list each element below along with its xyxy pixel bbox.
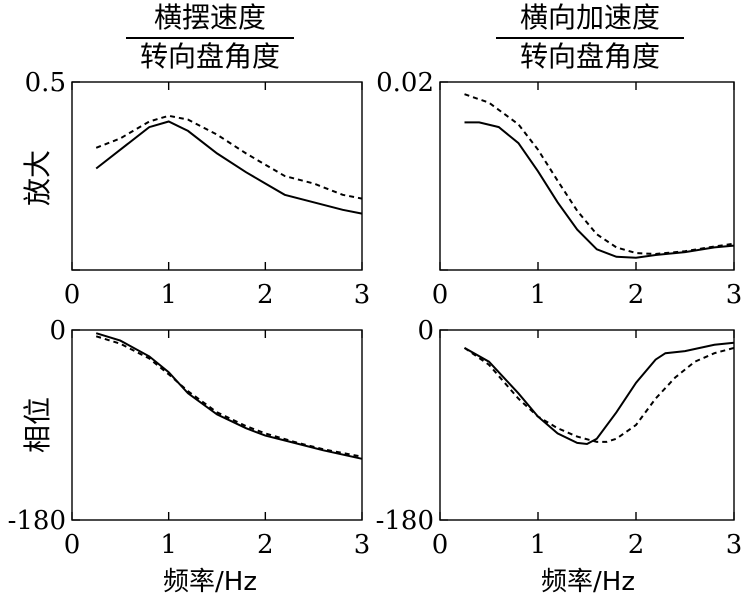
row-label-magnitude: 放大 bbox=[21, 150, 54, 206]
x-tick-label: 1 bbox=[160, 280, 177, 310]
series-line-solid bbox=[95, 120, 363, 215]
x-tick-label: 1 bbox=[160, 530, 177, 560]
plot-frame bbox=[439, 81, 735, 271]
col2-title-denominator: 转向盘角度 bbox=[520, 40, 660, 73]
x-tick-label: 3 bbox=[354, 280, 371, 310]
y-tick-label: -180 bbox=[8, 506, 66, 536]
series-line-solid bbox=[95, 332, 363, 460]
series-line-solid bbox=[464, 121, 735, 259]
xlabel-left: 频率/Hz bbox=[163, 567, 257, 597]
x-tick-label: 0 bbox=[64, 530, 81, 560]
plot-frame bbox=[71, 329, 363, 521]
x-tick-label: 3 bbox=[726, 280, 742, 310]
col1-title-numerator: 横摆速度 bbox=[154, 1, 266, 34]
x-tick-label: 1 bbox=[530, 530, 547, 560]
series-line-dashed bbox=[95, 335, 363, 458]
panel-bottom-left: 0 1 2 30-180 bbox=[8, 316, 371, 560]
x-tick-label: 2 bbox=[628, 280, 645, 310]
col1-title-denominator: 转向盘角度 bbox=[140, 40, 280, 73]
plot-frame bbox=[439, 329, 735, 521]
series-line-dashed bbox=[463, 346, 735, 443]
x-tick-label: 2 bbox=[628, 530, 645, 560]
series-line-solid bbox=[464, 341, 735, 446]
y-tick-label: 0 bbox=[417, 316, 434, 346]
y-tick-label: -180 bbox=[376, 506, 434, 536]
panel-top-left: 0 1 2 3 0.5 bbox=[25, 68, 371, 310]
col2-title-numerator: 横向加速度 bbox=[520, 1, 660, 34]
xlabel-right: 频率/Hz bbox=[541, 567, 635, 597]
row-label-phase: 相位 bbox=[21, 397, 54, 453]
y-tick-label: 0.02 bbox=[376, 68, 434, 98]
x-tick-label: 0 bbox=[64, 280, 81, 310]
x-tick-label: 1 bbox=[530, 280, 547, 310]
x-tick-label: 0 bbox=[432, 280, 449, 310]
x-tick-label: 3 bbox=[354, 530, 371, 560]
x-tick-label: 0 bbox=[432, 530, 449, 560]
y-tick-label: 0.5 bbox=[25, 68, 66, 98]
series-line-dashed bbox=[95, 114, 363, 200]
x-tick-label: 3 bbox=[726, 530, 742, 560]
plot-frame bbox=[71, 81, 363, 271]
series-line-dashed bbox=[464, 93, 735, 256]
x-tick-label: 2 bbox=[257, 280, 274, 310]
y-tick-label: 0 bbox=[49, 316, 66, 346]
panel-bottom-right: 0 1 2 30-180 bbox=[376, 316, 742, 560]
x-tick-label: 2 bbox=[257, 530, 274, 560]
panel-top-right: 0 1 2 3 0.02 bbox=[376, 68, 742, 310]
